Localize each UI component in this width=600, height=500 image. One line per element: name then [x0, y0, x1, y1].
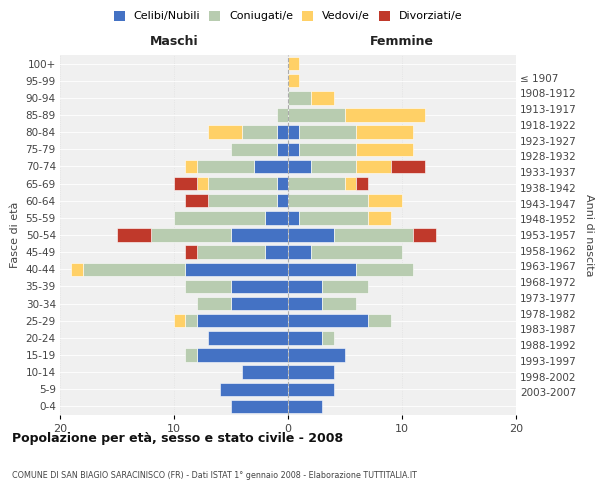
Bar [231, 400, 288, 413]
Bar [288, 400, 322, 413]
Y-axis label: Fasce di età: Fasce di età [10, 202, 20, 268]
Bar [288, 331, 322, 344]
Bar [356, 177, 368, 190]
Bar [197, 160, 254, 173]
Bar [185, 314, 197, 328]
Text: COMUNE DI SAN BIAGIO SARACINISCO (FR) - Dati ISTAT 1° gennaio 2008 - Elaborazion: COMUNE DI SAN BIAGIO SARACINISCO (FR) - … [12, 471, 417, 480]
Bar [231, 280, 288, 293]
Bar [345, 108, 425, 122]
Bar [356, 262, 413, 276]
Bar [288, 366, 334, 379]
Bar [311, 91, 334, 104]
Bar [288, 108, 345, 122]
Bar [288, 228, 334, 241]
Bar [368, 194, 402, 207]
Bar [288, 382, 334, 396]
Bar [288, 126, 299, 139]
Bar [288, 262, 356, 276]
Bar [151, 228, 231, 241]
Bar [288, 280, 322, 293]
Bar [288, 142, 299, 156]
Bar [185, 194, 208, 207]
Bar [288, 160, 311, 173]
Bar [288, 74, 299, 88]
Bar [174, 314, 185, 328]
Bar [254, 160, 288, 173]
Bar [277, 142, 288, 156]
Bar [413, 228, 436, 241]
Bar [208, 331, 288, 344]
Bar [311, 160, 356, 173]
Bar [288, 177, 345, 190]
Bar [288, 348, 345, 362]
Bar [356, 126, 413, 139]
Bar [185, 348, 197, 362]
Bar [334, 228, 413, 241]
Bar [288, 57, 299, 70]
Bar [288, 246, 311, 259]
Bar [117, 228, 151, 241]
Text: Femmine: Femmine [370, 35, 434, 48]
Text: Maschi: Maschi [149, 35, 199, 48]
Bar [288, 91, 311, 104]
Bar [299, 126, 356, 139]
Bar [231, 228, 288, 241]
Bar [197, 348, 288, 362]
Bar [299, 211, 368, 224]
Text: Popolazione per età, sesso e stato civile - 2008: Popolazione per età, sesso e stato civil… [12, 432, 343, 445]
Bar [288, 314, 368, 328]
Bar [322, 297, 356, 310]
Bar [174, 177, 197, 190]
Bar [231, 297, 288, 310]
Bar [288, 211, 299, 224]
Legend: Celibi/Nubili, Coniugati/e, Vedovi/e, Divorziati/e: Celibi/Nubili, Coniugati/e, Vedovi/e, Di… [113, 10, 463, 22]
Bar [197, 177, 208, 190]
Bar [265, 211, 288, 224]
Bar [242, 366, 288, 379]
Bar [220, 382, 288, 396]
Bar [242, 126, 277, 139]
Bar [356, 160, 391, 173]
Bar [265, 246, 288, 259]
Bar [288, 297, 322, 310]
Bar [208, 177, 277, 190]
Bar [299, 142, 356, 156]
Bar [391, 160, 425, 173]
Bar [368, 211, 391, 224]
Bar [231, 142, 277, 156]
Bar [277, 194, 288, 207]
Bar [368, 314, 391, 328]
Bar [197, 297, 231, 310]
Bar [208, 194, 277, 207]
Bar [71, 262, 83, 276]
Bar [185, 246, 197, 259]
Bar [197, 246, 265, 259]
Bar [174, 211, 265, 224]
Bar [322, 280, 368, 293]
Bar [83, 262, 185, 276]
Bar [185, 262, 288, 276]
Y-axis label: Anni di nascita: Anni di nascita [584, 194, 593, 276]
Bar [185, 160, 197, 173]
Bar [277, 177, 288, 190]
Bar [208, 126, 242, 139]
Bar [345, 177, 356, 190]
Bar [277, 126, 288, 139]
Bar [356, 142, 413, 156]
Bar [322, 331, 334, 344]
Bar [277, 108, 288, 122]
Bar [185, 280, 231, 293]
Bar [197, 314, 288, 328]
Bar [288, 194, 368, 207]
Bar [311, 246, 402, 259]
